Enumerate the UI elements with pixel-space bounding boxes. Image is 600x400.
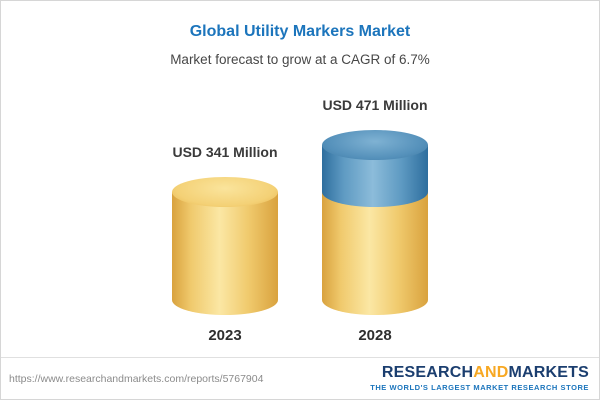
value-label-2028: USD 471 Million (322, 97, 428, 114)
brand-logo: RESEARCHANDMARKETS THE WORLD'S LARGEST M… (370, 365, 589, 392)
axis-label-2028: 2028 (358, 327, 392, 344)
cylinder-2023-top-ellipse (172, 177, 278, 208)
cylinder-2023-body (172, 192, 278, 315)
bar-group-2023: USD 341 Million 2023 (172, 143, 278, 345)
cylinder-2023 (172, 177, 278, 315)
chart-subtitle: Market forecast to grow at a CAGR of 6.7… (170, 52, 430, 67)
axis-label-2023: 2023 (208, 327, 242, 344)
brand-logo-wordmark: RESEARCHANDMARKETS (370, 365, 589, 381)
cylinder-2028 (322, 130, 428, 315)
brand-logo-part3: MARKETS (508, 364, 589, 382)
chart-header: Global Utility Markers Market Market for… (1, 1, 599, 68)
bar-group-2028: USD 471 Million 2028 (322, 96, 428, 345)
brand-logo-tagline: THE WORLD'S LARGEST MARKET RESEARCH STOR… (370, 383, 589, 393)
cylinder-2028-top-ellipse (322, 130, 428, 161)
brand-logo-part1: RESEARCH (381, 364, 474, 382)
bar-chart: USD 341 Million 2023 USD 471 Million 202… (1, 68, 599, 357)
brand-logo-part2: AND (473, 364, 509, 382)
value-label-2023: USD 341 Million (172, 144, 278, 161)
chart-title: Global Utility Markers Market (189, 23, 411, 40)
footer: https://www.researchandmarkets.com/repor… (1, 357, 599, 399)
source-url: https://www.researchandmarkets.com/repor… (9, 372, 264, 385)
cylinder-2028-base-body (322, 192, 428, 315)
